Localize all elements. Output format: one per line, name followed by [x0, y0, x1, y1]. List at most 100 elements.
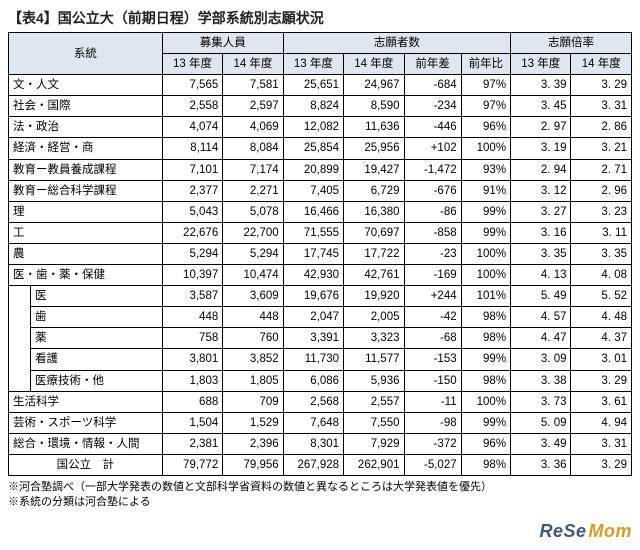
cell-pct: 98%	[461, 328, 510, 349]
table-row: 法・政治4,0744,06912,08211,636-44696%2. 972.…	[9, 117, 632, 138]
cell-r14: 2,396	[223, 433, 283, 454]
table-row: 薬7587603,3913,323-6898%4. 474. 37	[9, 328, 632, 349]
table-row: 教育ー総合科学課程2,3772,2717,4056,729-67691%3. 1…	[9, 180, 632, 201]
row-label: 薬	[30, 328, 162, 349]
cell-pct: 99%	[461, 222, 510, 243]
cell-a14: 8,590	[344, 96, 404, 117]
cell-r14: 22,700	[223, 222, 283, 243]
cell-b13: 2. 97	[511, 117, 571, 138]
cell-b14: 2. 71	[571, 159, 632, 180]
cell-a14: 11,577	[344, 349, 404, 370]
row-label: 社会・国際	[9, 96, 163, 117]
cell-b14: 3. 35	[571, 243, 632, 264]
cell-b14: 3. 61	[571, 391, 632, 412]
cell-b13: 3. 16	[511, 222, 571, 243]
cell-b13: 3. 12	[511, 180, 571, 201]
row-label: 生活科学	[9, 391, 163, 412]
cell-r14: 2,271	[223, 180, 283, 201]
cell-diff: -169	[404, 265, 461, 286]
cell-b13: 3. 45	[511, 96, 571, 117]
cell-b13: 4. 57	[511, 307, 571, 328]
footnote-1: ※河合塾調べ（一部大学発表の数値と文部科学省資料の数値と異なるところは大学発表値…	[8, 480, 632, 495]
row-label: 教育ー教員養成課程	[9, 159, 163, 180]
row-label: 芸術・スポーツ科学	[9, 412, 163, 433]
cell-b13: 3. 36	[511, 454, 571, 475]
cell-a14: 24,967	[344, 75, 404, 96]
cell-a14: 7,550	[344, 412, 404, 433]
cell-b13: 5. 49	[511, 286, 571, 307]
cell-diff: -684	[404, 75, 461, 96]
cell-a13: 42,930	[283, 265, 343, 286]
cell-a13: 12,082	[283, 117, 343, 138]
cell-pct: 96%	[461, 433, 510, 454]
cell-b14: 2. 96	[571, 180, 632, 201]
cell-diff: -372	[404, 433, 461, 454]
cell-b14: 3. 29	[571, 370, 632, 391]
cell-pct: 98%	[461, 307, 510, 328]
cell-r13: 5,043	[162, 201, 222, 222]
cell-b13: 2. 94	[511, 159, 571, 180]
cell-b13: 3. 39	[511, 75, 571, 96]
cell-b14: 3. 11	[571, 222, 632, 243]
cell-r14: 3,852	[223, 349, 283, 370]
row-label: 経済・経営・商	[9, 138, 163, 159]
cell-b14: 4. 48	[571, 307, 632, 328]
cell-r13: 758	[162, 328, 222, 349]
table-row: 社会・国際2,5582,5978,8248,590-23497%3. 453. …	[9, 96, 632, 117]
table-row: 工22,67622,70071,55570,697-85899%3. 163. …	[9, 222, 632, 243]
cell-diff: -11	[404, 391, 461, 412]
cell-r14: 10,474	[223, 265, 283, 286]
row-label: 医療技術・他	[30, 370, 162, 391]
row-label: 理	[9, 201, 163, 222]
cell-diff: -5,027	[404, 454, 461, 475]
cell-a13: 71,555	[283, 222, 343, 243]
cell-r13: 7,101	[162, 159, 222, 180]
header-category: 系統	[9, 33, 163, 75]
cell-r14: 1,529	[223, 412, 283, 433]
row-label: 法・政治	[9, 117, 163, 138]
cell-a14: 70,697	[344, 222, 404, 243]
cell-pct: 100%	[461, 243, 510, 264]
cell-a13: 17,745	[283, 243, 343, 264]
table-row: 医療技術・他1,8031,8056,0865,936-15098%3. 383.…	[9, 370, 632, 391]
header-mag-13: 13 年度	[511, 54, 571, 75]
cell-b14: 3. 23	[571, 201, 632, 222]
cell-diff: -676	[404, 180, 461, 201]
cell-r14: 4,069	[223, 117, 283, 138]
cell-a14: 3,323	[344, 328, 404, 349]
cell-a14: 2,005	[344, 307, 404, 328]
cell-r13: 2,381	[162, 433, 222, 454]
table-row: 経済・経営・商8,1148,08425,85425,956+102100%3. …	[9, 138, 632, 159]
cell-r13: 1,803	[162, 370, 222, 391]
table-row: 芸術・スポーツ科学1,5041,5297,6487,550-9899%5. 09…	[9, 412, 632, 433]
cell-pct: 97%	[461, 75, 510, 96]
cell-r14: 8,084	[223, 138, 283, 159]
table-row: 教育ー教員養成課程7,1017,17420,89919,427-1,47293%…	[9, 159, 632, 180]
row-label: 看護	[30, 349, 162, 370]
cell-a14: 19,920	[344, 286, 404, 307]
cell-r14: 3,609	[223, 286, 283, 307]
cell-diff: -1,472	[404, 159, 461, 180]
row-label: 教育ー総合科学課程	[9, 180, 163, 201]
cell-b13: 3. 73	[511, 391, 571, 412]
cell-r14: 7,581	[223, 75, 283, 96]
header-applicants: 志願者数	[283, 33, 510, 54]
table-row: 歯4484482,0472,005-4298%4. 574. 48	[9, 307, 632, 328]
cell-b14: 3. 31	[571, 96, 632, 117]
cell-a13: 16,466	[283, 201, 343, 222]
cell-a14: 2,557	[344, 391, 404, 412]
cell-r13: 10,397	[162, 265, 222, 286]
cell-diff: -153	[404, 349, 461, 370]
cell-r13: 3,801	[162, 349, 222, 370]
cell-r13: 3,587	[162, 286, 222, 307]
cell-a13: 11,730	[283, 349, 343, 370]
application-status-table: 系統 募集人員 志願者数 志願倍率 13 年度 14 年度 13 年度 14 年…	[8, 32, 632, 476]
cell-b14: 4. 37	[571, 328, 632, 349]
table-row: 総合・環境・情報・人間2,3812,3968,3017,929-37296%3.…	[9, 433, 632, 454]
cell-r14: 448	[223, 307, 283, 328]
cell-a13: 25,854	[283, 138, 343, 159]
header-capacity: 募集人員	[162, 33, 283, 54]
cell-a14: 25,956	[344, 138, 404, 159]
cell-b13: 3. 19	[511, 138, 571, 159]
cell-r13: 79,772	[162, 454, 222, 475]
